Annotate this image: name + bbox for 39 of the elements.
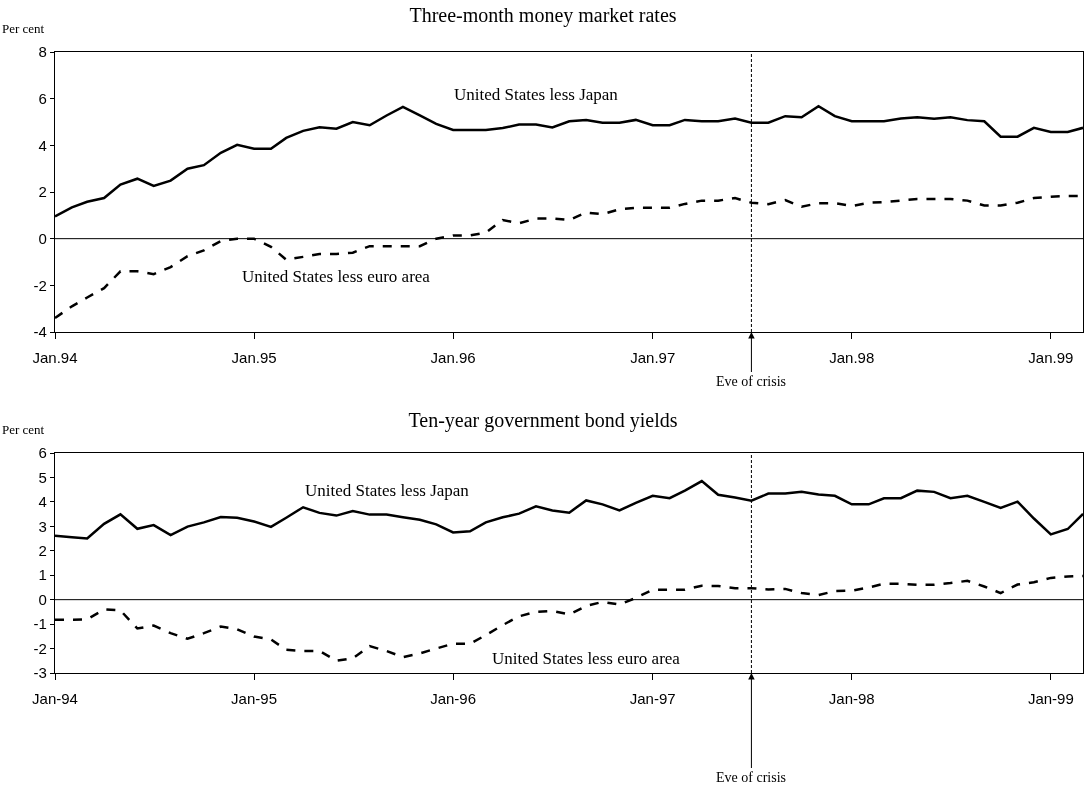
- x-tick-label: Jan.97: [630, 349, 676, 367]
- y-tick-label: 6: [38, 89, 47, 107]
- chart-title: Three-month money market rates: [409, 4, 677, 27]
- y-tick-label: 8: [38, 43, 47, 61]
- y-tick-label: 2: [38, 183, 47, 201]
- x-tick-label: Jan.99: [1028, 349, 1074, 367]
- y-tick-label: 4: [38, 493, 47, 511]
- series-label: United States less euro area: [492, 649, 681, 668]
- x-tick-label: Jan-98: [828, 690, 875, 708]
- x-tick-label: Jan-99: [1027, 690, 1074, 708]
- x-tick-label: Jan.94: [32, 349, 78, 367]
- y-tick-label: -1: [33, 615, 47, 633]
- y-tick-label: 0: [38, 229, 47, 247]
- y-axis-title: Per cent: [2, 21, 45, 36]
- x-tick-label: Jan.98: [829, 349, 875, 367]
- ref-line-label: Eve of crisis: [716, 770, 786, 785]
- y-tick-label: -4: [33, 323, 47, 341]
- x-tick-label: Jan-94: [32, 690, 78, 708]
- ref-line-label: Eve of crisis: [716, 374, 786, 389]
- x-tick-label: Jan.96: [430, 349, 476, 367]
- x-tick-label: Jan-97: [629, 690, 676, 708]
- y-axis-title: Per cent: [2, 422, 45, 437]
- series-label: United States less euro area: [242, 267, 431, 286]
- y-tick-label: -2: [33, 276, 47, 294]
- y-tick-label: -2: [33, 639, 47, 657]
- y-tick-label: -3: [33, 664, 47, 682]
- y-tick-label: 6: [38, 444, 47, 462]
- y-tick-label: 2: [38, 542, 47, 560]
- chart-title: Ten-year government bond yields: [408, 409, 678, 432]
- series-label: United States less Japan: [305, 481, 470, 500]
- y-tick-label: 3: [38, 517, 47, 535]
- y-tick-label: 5: [38, 468, 47, 486]
- x-tick-label: Jan-95: [231, 690, 277, 708]
- y-tick-label: 1: [38, 566, 47, 584]
- series-label: United States less Japan: [454, 85, 619, 104]
- y-tick-label: 0: [38, 590, 47, 608]
- x-tick-label: Jan-96: [430, 690, 477, 708]
- x-tick-label: Jan.95: [231, 349, 277, 367]
- y-tick-label: 4: [38, 136, 47, 154]
